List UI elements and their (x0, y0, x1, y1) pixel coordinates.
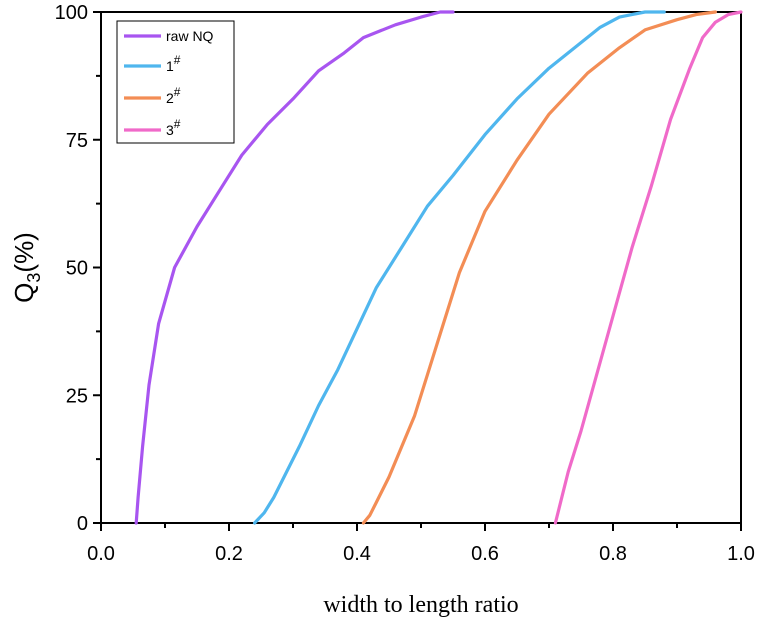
axis-titles: width to length ratio Q3(%) (9, 232, 519, 618)
series-line-1 (134, 10, 455, 525)
x-tick-label: 0.4 (343, 543, 371, 565)
y-tick-label: 75 (66, 130, 88, 152)
x-axis-title: width to length ratio (323, 592, 518, 618)
legend-box (116, 20, 235, 144)
y-tick-label: 50 (66, 258, 88, 280)
x-tick-label: 0.2 (215, 543, 243, 565)
y-axis-title: Q3(%) (9, 232, 44, 303)
series-lines (134, 10, 743, 525)
x-tick-label: 0.0 (87, 543, 115, 565)
y-tick-label: 100 (55, 2, 88, 24)
x-tick-label: 0.8 (599, 543, 627, 565)
x-tick-label: 0.6 (471, 543, 499, 565)
series-line-4 (553, 10, 743, 525)
axes: 0.0 0.2 0.4 0.6 0.8 1.0 0 25 50 75 100 (55, 2, 755, 565)
series-line-3 (361, 10, 718, 525)
legend: raw NQ1#2#3# (116, 20, 235, 144)
series-line-2 (253, 10, 666, 525)
y-tick-label: 25 (66, 385, 88, 407)
legend-label: raw NQ (166, 28, 214, 44)
y-tick-label: 0 (77, 513, 88, 535)
x-tick-label: 1.0 (727, 543, 755, 565)
